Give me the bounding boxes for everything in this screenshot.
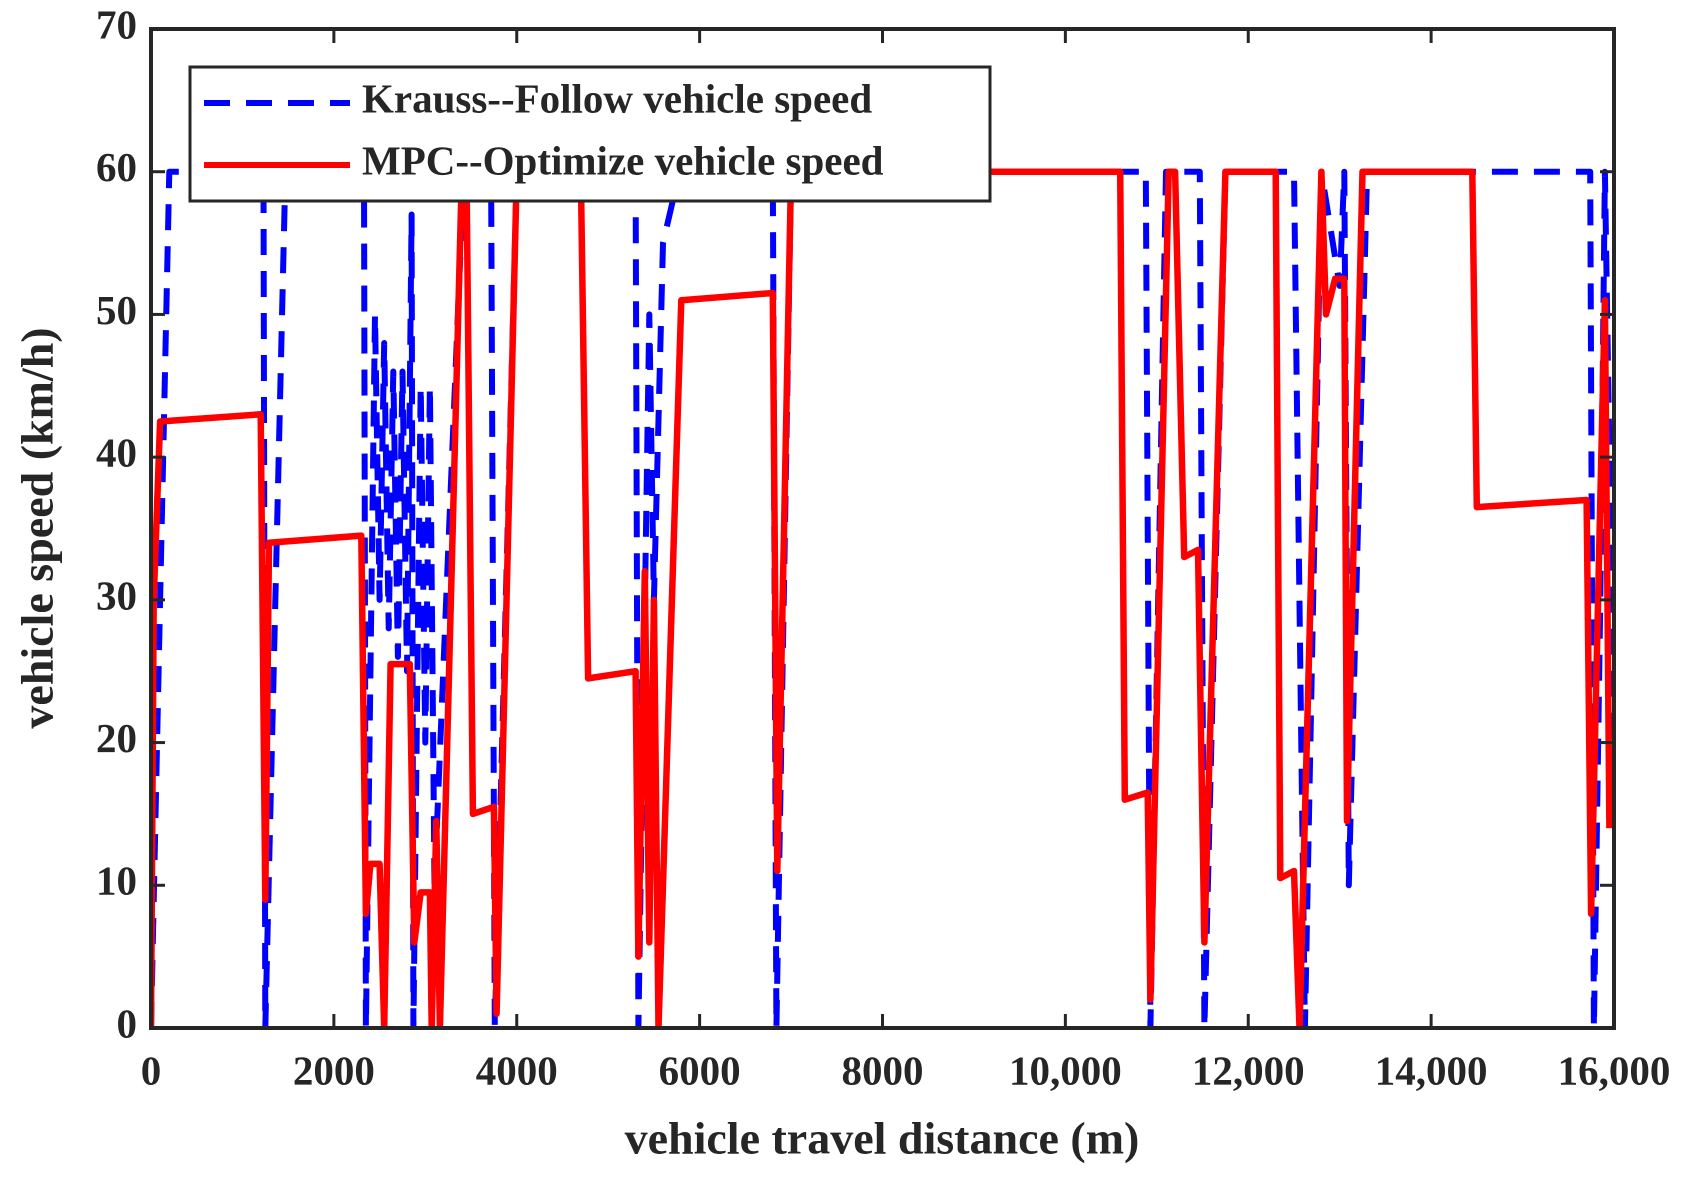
- x-tick-label: 16,000: [1558, 1047, 1671, 1093]
- x-tick-label: 2000: [293, 1047, 375, 1093]
- x-tick-label: 14,000: [1375, 1047, 1488, 1093]
- y-tick-label: 20: [96, 715, 137, 761]
- y-tick-label: 70: [96, 1, 137, 47]
- y-axis-label: vehicle speed (km/h): [12, 327, 63, 728]
- y-tick-label: 50: [96, 287, 137, 333]
- data-line: [151, 168, 1614, 1028]
- legend-label: Krauss--Follow vehicle speed: [362, 75, 872, 121]
- data-line: [151, 168, 1613, 1028]
- x-tick-label: 0: [141, 1047, 162, 1093]
- y-tick-label: 40: [96, 430, 137, 476]
- x-tick-label: 4000: [476, 1047, 558, 1093]
- x-tick-label: 6000: [659, 1047, 741, 1093]
- x-tick-label: 10,000: [1009, 1047, 1122, 1093]
- x-tick-label: 8000: [842, 1047, 924, 1093]
- y-tick-label: 30: [96, 572, 137, 618]
- legend-box: [188, 65, 992, 203]
- legend-label: MPC--Optimize vehicle speed: [362, 137, 884, 183]
- y-tick-label: 0: [117, 1000, 138, 1046]
- plot: [151, 168, 1614, 1028]
- y-tick-label: 60: [96, 144, 137, 190]
- x-tick-label: 12,000: [1192, 1047, 1305, 1093]
- y-tick-label: 10: [96, 858, 137, 904]
- x-axis-label: vehicle travel distance (m): [625, 1113, 1140, 1164]
